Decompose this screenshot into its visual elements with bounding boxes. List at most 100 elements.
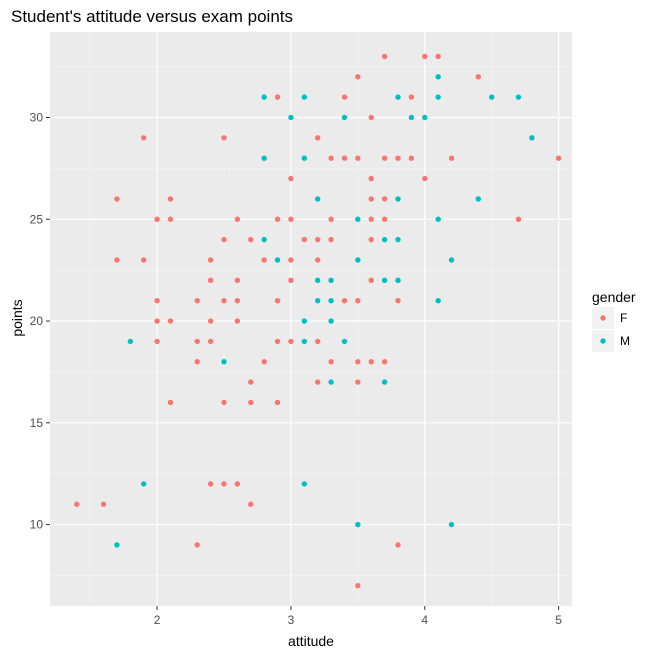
data-point-f	[368, 359, 374, 365]
data-point-f	[207, 257, 214, 263]
data-point-f	[207, 318, 214, 324]
data-point-m	[288, 114, 294, 121]
data-point-f	[355, 155, 361, 161]
data-point-f	[140, 135, 147, 141]
data-point-f	[274, 338, 281, 345]
data-point-f	[301, 236, 308, 243]
data-point-f	[207, 481, 214, 487]
data-point-f	[234, 318, 241, 324]
data-point-f	[194, 297, 200, 304]
data-point-f	[395, 542, 401, 548]
data-point-m	[381, 277, 388, 284]
data-point-m	[529, 135, 535, 141]
data-point-f	[555, 155, 562, 161]
data-point-m	[435, 216, 441, 222]
data-point-m	[395, 236, 401, 243]
data-point-f	[234, 297, 241, 304]
data-point-f	[368, 236, 374, 243]
chart-title: Student's attitude versus exam points	[11, 7, 293, 26]
data-point-f	[167, 196, 174, 202]
data-point-f	[368, 196, 374, 202]
data-point-f	[114, 196, 120, 202]
data-point-f	[248, 236, 254, 243]
legend-label-f: F	[620, 311, 627, 325]
data-point-m	[328, 318, 334, 324]
data-point-f	[422, 53, 428, 60]
data-point-f	[288, 175, 294, 182]
data-point-f	[221, 481, 227, 487]
data-point-f	[74, 501, 80, 507]
data-point-f	[167, 216, 174, 222]
data-point-m	[515, 94, 522, 100]
data-point-f	[288, 257, 294, 263]
data-point-f	[248, 399, 254, 406]
y-tick-label: 30	[30, 110, 44, 124]
data-point-f	[140, 257, 147, 263]
data-point-f	[194, 542, 200, 548]
data-point-m	[448, 521, 455, 528]
data-point-m	[341, 114, 348, 121]
data-point-f	[234, 481, 241, 487]
data-point-f	[448, 155, 455, 161]
data-point-f	[341, 155, 348, 161]
data-point-f	[422, 175, 428, 182]
data-point-f	[221, 135, 227, 141]
data-point-f	[341, 94, 348, 100]
data-point-f	[381, 53, 388, 60]
data-point-m	[301, 94, 308, 100]
legend-title: gender	[592, 289, 636, 305]
data-point-f	[221, 236, 227, 243]
data-point-f	[248, 379, 254, 385]
data-point-m	[328, 277, 334, 284]
data-point-f	[395, 155, 401, 161]
data-point-f	[207, 338, 214, 345]
data-point-m	[475, 196, 482, 202]
data-point-m	[221, 359, 227, 365]
data-point-f	[274, 399, 281, 406]
data-point-f	[221, 399, 227, 406]
data-point-f	[328, 359, 334, 365]
data-point-f	[167, 318, 174, 324]
data-point-f	[248, 501, 254, 507]
data-point-f	[395, 297, 401, 304]
legend-key-f	[600, 315, 606, 321]
data-point-f	[221, 297, 227, 304]
data-point-f	[341, 297, 348, 304]
x-tick-label: 5	[555, 613, 562, 627]
data-point-f	[381, 216, 388, 222]
x-tick-label: 2	[154, 613, 161, 627]
data-point-m	[395, 277, 401, 284]
data-point-f	[381, 196, 388, 202]
data-point-f	[355, 379, 361, 385]
data-point-f	[368, 114, 374, 121]
data-point-f	[288, 338, 294, 345]
data-point-f	[475, 74, 482, 80]
data-point-f	[408, 94, 415, 100]
data-point-m	[355, 216, 361, 222]
legend-label-m: M	[620, 334, 630, 348]
data-point-m	[314, 196, 321, 202]
data-point-f	[154, 338, 160, 345]
data-point-f	[328, 236, 334, 243]
data-point-f	[274, 297, 281, 304]
panel-background	[50, 32, 572, 606]
data-point-m	[435, 94, 441, 100]
data-point-f	[381, 359, 388, 365]
y-tick-label: 10	[30, 518, 44, 532]
data-point-f	[381, 155, 388, 161]
data-point-f	[314, 379, 321, 385]
axis-ticks: 2 3 4 5 10 15 20 25 30	[30, 110, 563, 627]
data-point-m	[301, 155, 308, 161]
data-point-m	[395, 196, 401, 202]
data-point-m	[381, 236, 388, 243]
data-point-f	[261, 359, 267, 365]
data-point-f	[328, 216, 334, 222]
data-point-f	[288, 216, 294, 222]
data-point-m	[395, 94, 401, 100]
y-tick-label: 20	[30, 314, 44, 328]
data-point-f	[261, 257, 267, 263]
legend-key-m	[600, 338, 606, 344]
data-point-f	[314, 236, 321, 243]
data-point-m	[435, 297, 441, 304]
